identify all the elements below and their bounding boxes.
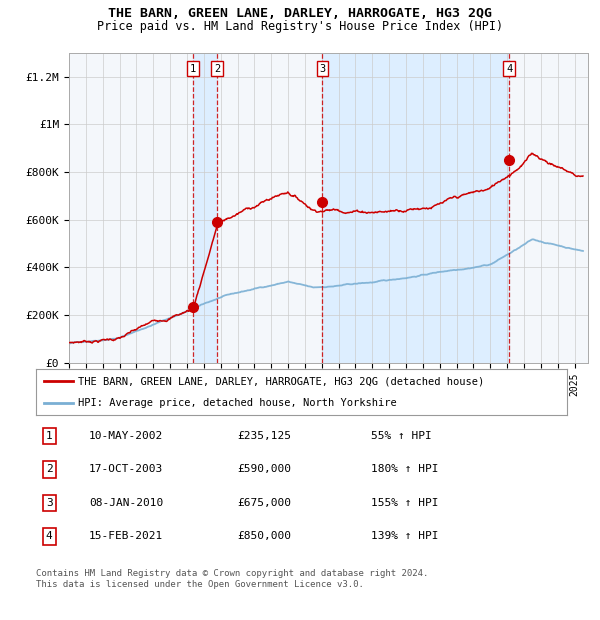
Text: HPI: Average price, detached house, North Yorkshire: HPI: Average price, detached house, Nort… — [79, 398, 397, 408]
Text: 17-OCT-2003: 17-OCT-2003 — [89, 464, 163, 474]
Text: 180% ↑ HPI: 180% ↑ HPI — [371, 464, 438, 474]
Text: THE BARN, GREEN LANE, DARLEY, HARROGATE, HG3 2QG: THE BARN, GREEN LANE, DARLEY, HARROGATE,… — [108, 7, 492, 20]
Text: 3: 3 — [319, 63, 325, 74]
Text: 4: 4 — [506, 63, 512, 74]
Text: 4: 4 — [46, 531, 53, 541]
Text: 1: 1 — [190, 63, 196, 74]
Text: THE BARN, GREEN LANE, DARLEY, HARROGATE, HG3 2QG (detached house): THE BARN, GREEN LANE, DARLEY, HARROGATE,… — [79, 376, 485, 386]
Text: 08-JAN-2010: 08-JAN-2010 — [89, 498, 163, 508]
Text: 1: 1 — [46, 431, 53, 441]
Text: £675,000: £675,000 — [238, 498, 292, 508]
Text: Price paid vs. HM Land Registry's House Price Index (HPI): Price paid vs. HM Land Registry's House … — [97, 20, 503, 33]
Text: £590,000: £590,000 — [238, 464, 292, 474]
Text: £850,000: £850,000 — [238, 531, 292, 541]
Bar — [193, 53, 217, 363]
Text: 10-MAY-2002: 10-MAY-2002 — [89, 431, 163, 441]
Text: 2: 2 — [46, 464, 53, 474]
Text: Contains HM Land Registry data © Crown copyright and database right 2024.
This d: Contains HM Land Registry data © Crown c… — [36, 569, 428, 588]
Text: 2: 2 — [214, 63, 220, 74]
Text: 155% ↑ HPI: 155% ↑ HPI — [371, 498, 438, 508]
Text: 15-FEB-2021: 15-FEB-2021 — [89, 531, 163, 541]
Text: 55% ↑ HPI: 55% ↑ HPI — [371, 431, 431, 441]
Text: 139% ↑ HPI: 139% ↑ HPI — [371, 531, 438, 541]
Text: 3: 3 — [46, 498, 53, 508]
Text: £235,125: £235,125 — [238, 431, 292, 441]
Bar — [322, 53, 509, 363]
